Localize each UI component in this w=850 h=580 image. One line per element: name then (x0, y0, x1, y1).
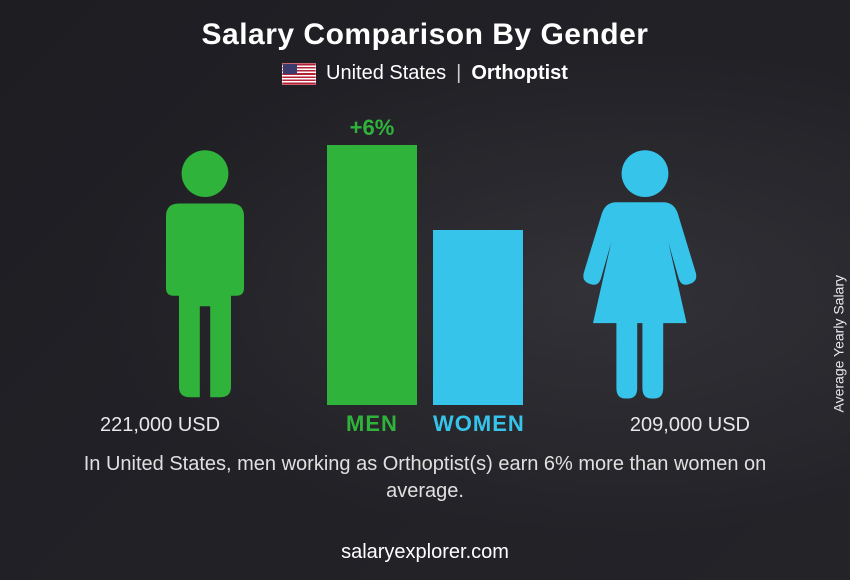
pct-label: +6% (350, 115, 395, 141)
women-label: WOMEN (433, 411, 523, 437)
bar-men: +6% (327, 145, 417, 405)
country-label: United States (326, 62, 446, 85)
women-salary: 209,000 USD (630, 414, 750, 437)
page-title: Salary Comparison By Gender (0, 0, 850, 52)
us-flag-icon (282, 63, 316, 85)
separator: | (456, 62, 461, 85)
job-label: Orthoptist (471, 62, 568, 85)
men-salary: 221,000 USD (100, 414, 220, 437)
footer-credit: salaryexplorer.com (0, 541, 850, 564)
subtitle: United States | Orthoptist (0, 62, 850, 85)
summary-text: In United States, men working as Orthopt… (0, 451, 850, 505)
bar-women (433, 230, 523, 405)
axis-labels: MEN WOMEN (327, 411, 523, 437)
men-label: MEN (327, 411, 417, 437)
bars-group: +6% (327, 145, 523, 405)
y-axis-label: Average Yearly Salary (830, 275, 846, 413)
chart-area: Average Yearly Salary +6% MEN WOMEN 221,… (0, 105, 850, 445)
man-icon (140, 145, 270, 405)
woman-icon (580, 145, 710, 405)
